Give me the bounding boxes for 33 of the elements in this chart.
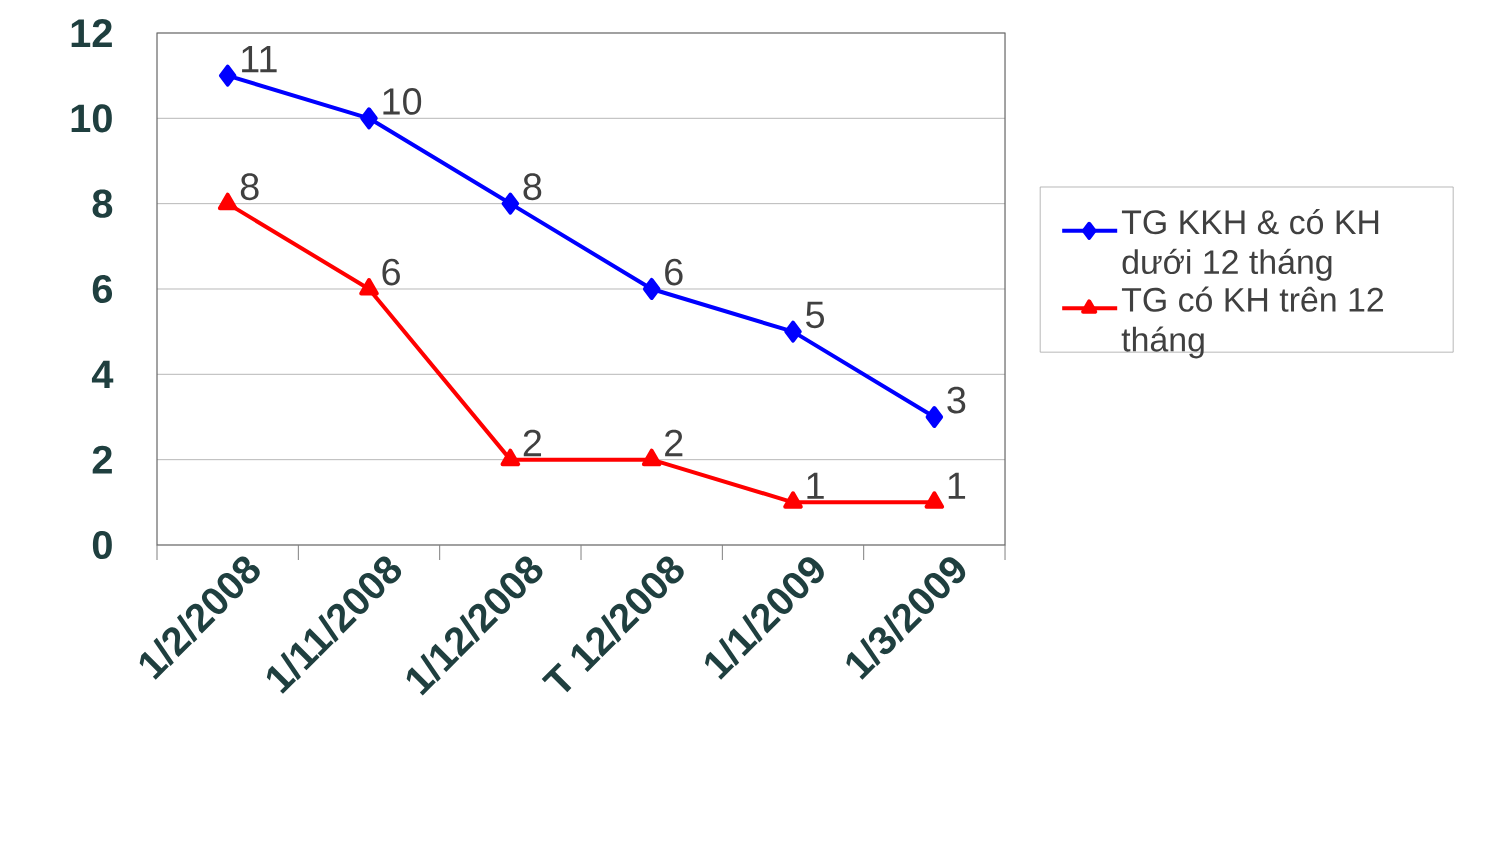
data-label: 8 (240, 173, 259, 201)
data-label: 11 (242, 46, 277, 73)
y-tick-label: 0 (92, 530, 112, 560)
point (359, 277, 379, 296)
y-tick-label: 8 (92, 189, 113, 218)
y-tick-label: 6 (92, 274, 113, 304)
y-tick-label: 4 (91, 360, 114, 389)
point (360, 107, 378, 130)
y-tick-label: 2 (92, 445, 112, 474)
point (218, 64, 237, 87)
data-label: 5 (806, 301, 824, 329)
y-tick-label: 12 (71, 19, 112, 47)
point (501, 192, 520, 215)
data-label: 10 (383, 87, 422, 115)
legend-label: TG có KH trên 12 tháng (1121, 286, 1384, 359)
data-label: 2 (665, 429, 683, 457)
data-label: 6 (665, 258, 683, 286)
data-label: 6 (382, 258, 400, 286)
point (642, 277, 661, 300)
y-tick-label: 10 (71, 104, 112, 133)
data-label: 3 (947, 386, 966, 414)
data-label: 8 (523, 173, 542, 201)
data-label: 2 (523, 429, 542, 457)
data-label: 1 (948, 472, 966, 499)
point (784, 320, 802, 343)
data-label: 1 (807, 472, 824, 499)
point (783, 491, 803, 509)
point (641, 448, 662, 467)
point (925, 405, 944, 428)
point (500, 448, 521, 467)
legend-label: TG KKH & có KH dưới 12 tháng (1121, 208, 1379, 281)
point (217, 192, 238, 211)
point (924, 491, 945, 509)
